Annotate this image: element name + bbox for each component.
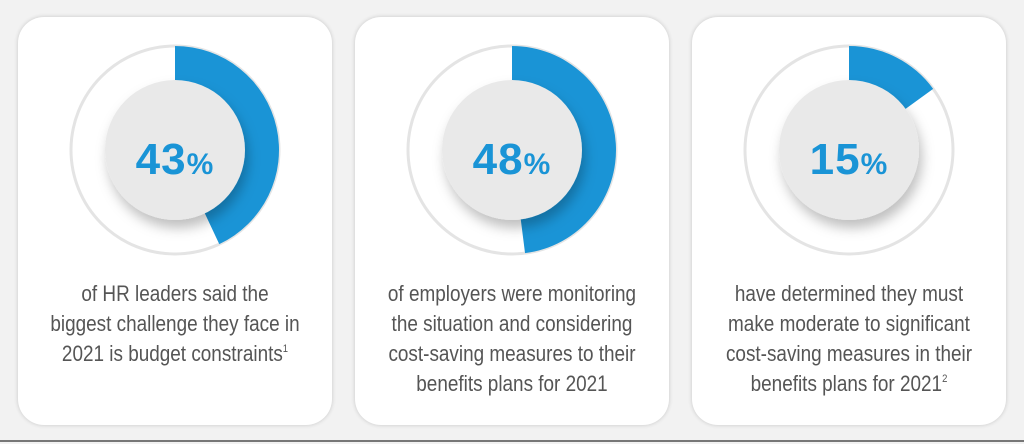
stat-number: 43 [135,135,187,184]
description-text: of employers were monitoring the situati… [387,281,637,396]
donut-center-disc [442,80,582,220]
stat-card-1: 43% of HR leaders said the biggest chall… [18,17,332,425]
divider [0,440,1024,442]
donut-chart-2 [406,44,618,256]
donut-value-arc [175,46,279,245]
stat-value: 15% [692,135,1006,185]
stat-value: 43% [18,135,332,185]
stat-description: of HR leaders said the biggest challenge… [49,279,302,369]
percent-sign: % [186,148,215,181]
donut-chart-3 [743,44,955,256]
donut-chart-1 [69,44,281,256]
description-text: of HR leaders said the biggest challenge… [50,281,300,366]
percent-sign: % [523,148,552,181]
description-text: have determined they must make moderate … [725,281,973,396]
stat-value: 48% [355,135,669,185]
stat-number: 15 [809,135,861,184]
footnote-marker: 1 [282,343,289,355]
stat-card-3: 15% have determined they must make moder… [692,17,1006,425]
stat-description: have determined they must make moderate … [723,279,976,399]
donut-value-arc [512,46,617,254]
stat-description: of employers were monitoring the situati… [386,279,639,399]
donut-value-arc [849,46,934,111]
percent-sign: % [860,148,889,181]
donut-center-disc [105,80,245,220]
stat-card-2: 48% of employers were monitoring the sit… [355,17,669,425]
donut-center-disc [779,80,919,220]
footnote-marker: 2 [942,373,948,385]
stat-number: 48 [472,135,524,184]
